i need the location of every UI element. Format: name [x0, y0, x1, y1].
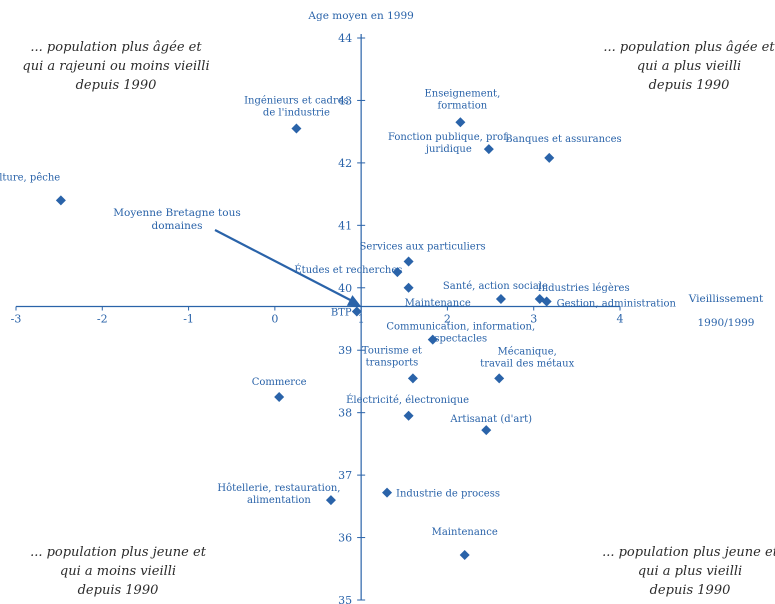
y-tick-label: 44: [338, 32, 352, 45]
point-label: Commerce: [252, 377, 307, 388]
data-point: [382, 487, 393, 498]
x-tick-label: -2: [97, 313, 108, 326]
y-tick-label: 43: [338, 94, 352, 107]
point-label: Communication, information, spectacles: [386, 322, 535, 345]
data-point: [351, 306, 362, 317]
data-point: [274, 392, 285, 403]
point-label: Maintenance: [405, 298, 471, 309]
data-point: [403, 256, 414, 267]
data-point: [481, 425, 492, 436]
y-tick-label: 35: [338, 594, 352, 604]
data-point: [495, 294, 506, 305]
data-point: [403, 410, 414, 421]
x-tick-label: 0: [271, 313, 278, 326]
mean-arrow-line: [214, 229, 354, 303]
quadrant-note-bottom-right: ... population plus jeune et qui a plus v…: [602, 545, 775, 598]
point-label: Mécanique, travail des métaux: [480, 346, 574, 369]
y-axis-title: Age moyen en 1999: [307, 10, 413, 22]
x-axis-title: Vieillissement 1990/1999: [688, 293, 764, 329]
point-label: Maintenance: [432, 527, 498, 538]
y-tick-label: 39: [338, 344, 352, 357]
point-label: Ingénieurs et cadres de l'industrie: [244, 96, 349, 119]
x-tick-label: 1: [358, 313, 365, 326]
y-tick-label: 41: [338, 219, 352, 232]
data-point: [427, 334, 438, 345]
quadrant-notes: ... population plus âgée et qui a rajeuni…: [22, 40, 775, 598]
y-tick-label: 37: [338, 469, 352, 482]
data-point: [455, 117, 466, 128]
quadrant-note-bottom-left: ... population plus jeune et qui a moins …: [30, 545, 207, 598]
data-point: [291, 123, 302, 134]
data-point: [483, 144, 494, 155]
data-point: [494, 373, 505, 384]
data-point: [544, 152, 555, 163]
quadrant-note-top-right: ... population plus âgée et qui a plus vi…: [603, 40, 775, 93]
point-label: Fonction publique, prof. juridique: [388, 132, 510, 155]
data-points: [55, 117, 555, 561]
point-label: Enseignement, formation: [424, 88, 500, 111]
mean-label: Moyenne Bretagne tous domaines: [113, 207, 240, 232]
quadrant-note-top-left: ... population plus âgée et qui a rajeuni…: [22, 40, 209, 93]
data-point: [325, 495, 336, 506]
point-label: BTP: [331, 308, 352, 319]
point-label: Artisanat (d'art): [449, 414, 532, 425]
data-point: [403, 282, 414, 293]
point-label: Tourisme et transports: [362, 345, 422, 368]
mean-arrow-head: [346, 295, 362, 307]
x-tick-label: -1: [183, 313, 194, 326]
x-tick-label: 4: [617, 313, 624, 326]
point-label: Hôtellerie, restauration, alimentation: [217, 483, 340, 506]
point-label: Industrie de process: [396, 489, 500, 500]
point-label: Banques et assurances: [505, 134, 621, 145]
data-point: [407, 373, 418, 384]
point-labels: Agriculture, pêche Ingénieurs et cadresde…: [0, 88, 677, 538]
point-label: Études et recherches: [294, 264, 402, 276]
y-tick-label: 38: [338, 407, 352, 420]
point-label: Gestion, administration: [557, 299, 677, 310]
x-tick-label: 3: [530, 313, 537, 326]
y-tick-label: 40: [338, 282, 352, 295]
data-point: [392, 267, 403, 278]
point-label: Électricité, électronique: [346, 394, 469, 406]
point-label: Services aux particuliers: [360, 242, 486, 253]
point-label: Santé, action sociale: [443, 281, 548, 292]
point-label: Agriculture, pêche: [0, 172, 60, 183]
data-point: [459, 550, 470, 561]
point-label: Industries légères: [538, 283, 630, 294]
x-tick-label: -3: [11, 313, 22, 326]
y-tick-label: 42: [338, 157, 352, 170]
x-tick-label: 2: [444, 313, 451, 326]
data-point: [541, 296, 552, 307]
data-point: [55, 195, 66, 206]
y-tick-label: 36: [338, 532, 352, 545]
mean-annotation: Moyenne Bretagne tous domaines: [113, 207, 362, 307]
